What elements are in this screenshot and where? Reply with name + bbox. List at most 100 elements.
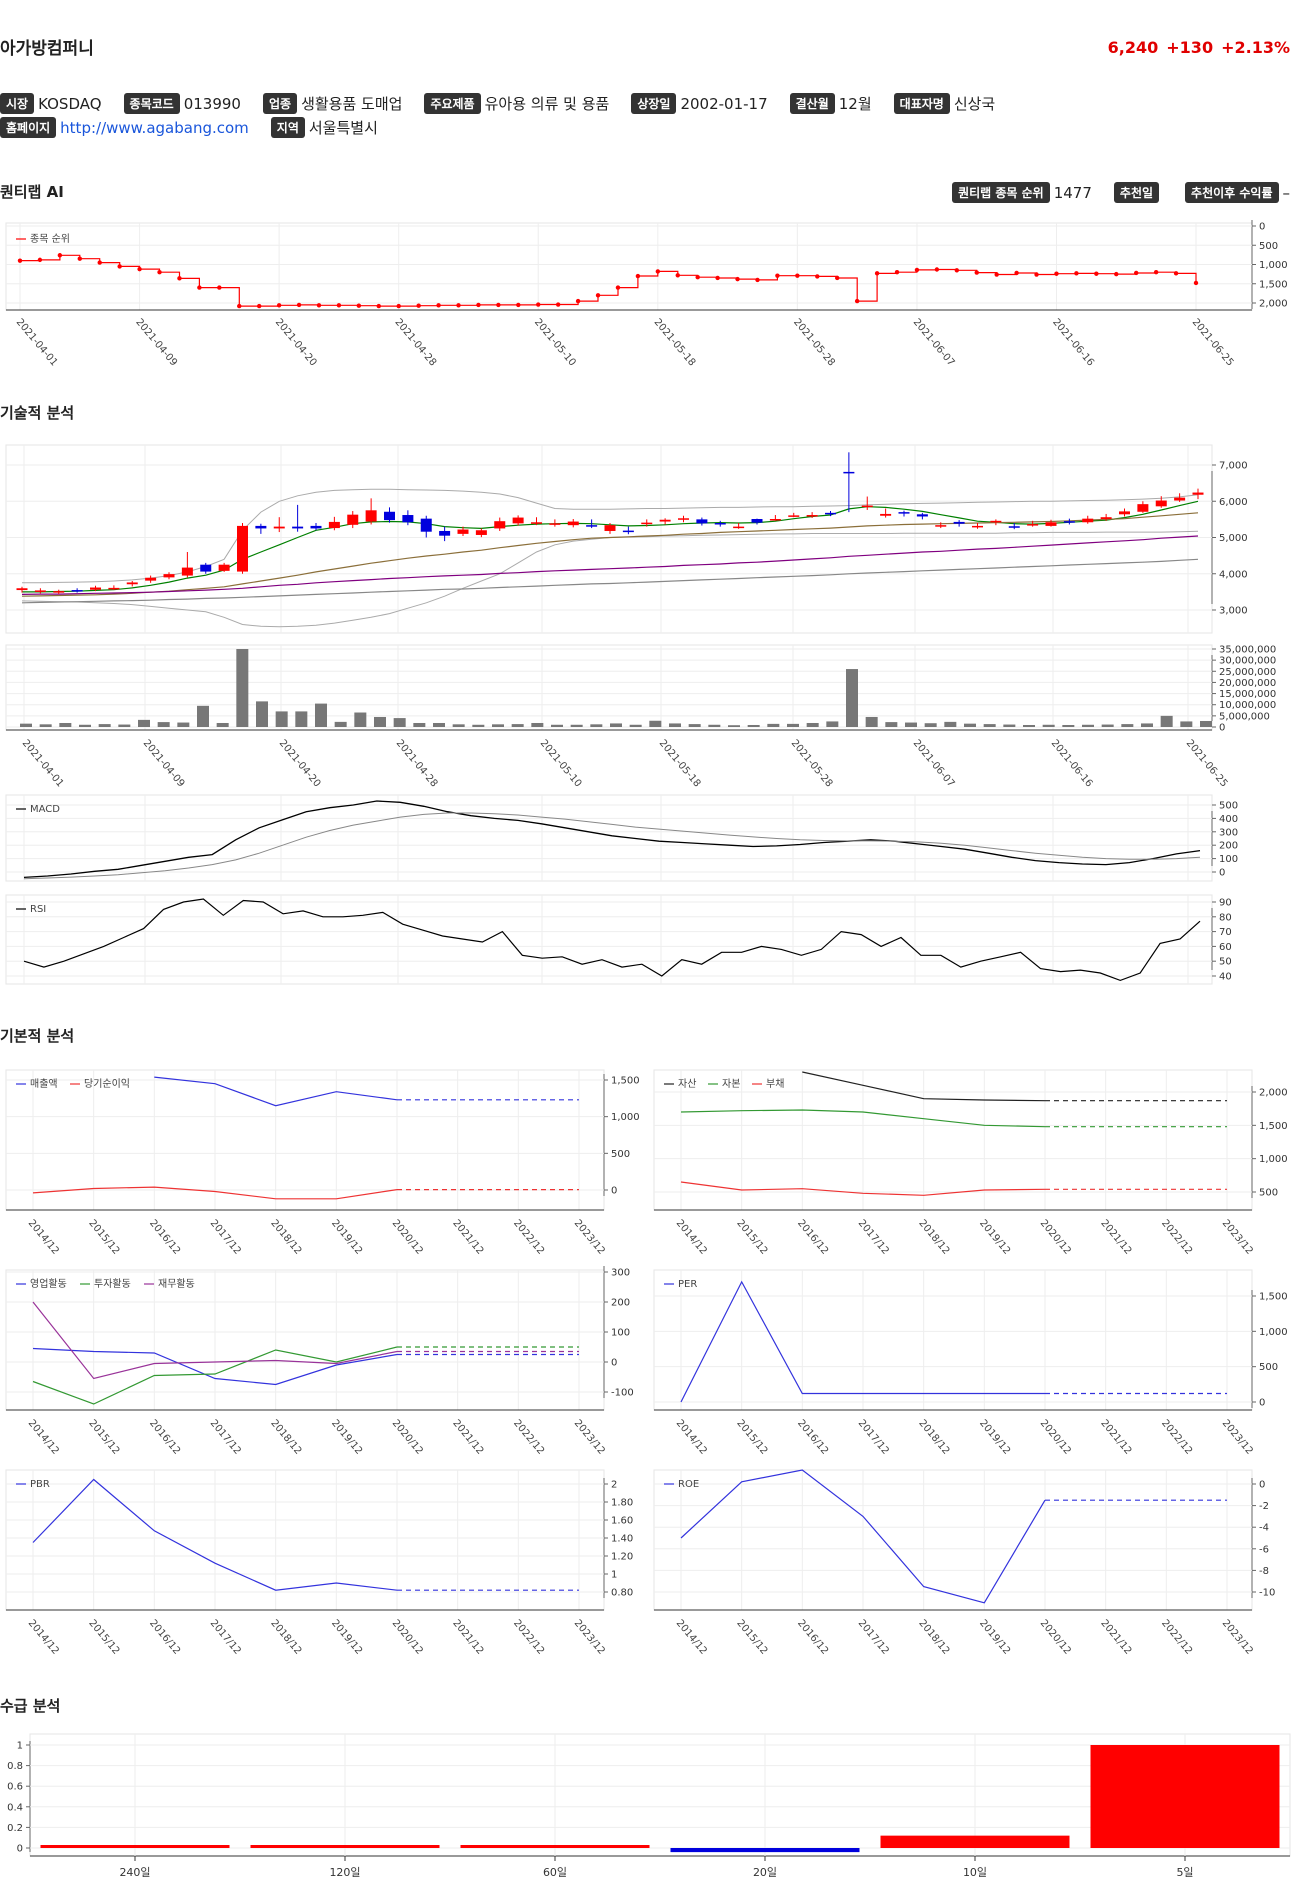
- rank-point: [456, 303, 461, 308]
- rank-point: [1094, 271, 1099, 276]
- moving-average-line: [21, 512, 1199, 597]
- series-line: [802, 1071, 1046, 1102]
- volume-bar: [885, 722, 898, 727]
- y-tick-label: 1,000: [1259, 1327, 1288, 1338]
- info-value-ceo: 신상국: [953, 95, 996, 113]
- x-tick-label: 2021/12: [450, 1618, 485, 1657]
- candle-body: [825, 512, 836, 515]
- x-tick-label: 2018/12: [916, 1418, 951, 1457]
- candle-body: [604, 525, 616, 531]
- volume-bar: [983, 724, 996, 727]
- y-tick-label: 0: [1219, 723, 1225, 734]
- candle-body: [806, 515, 818, 517]
- y-tick-label: 0: [1219, 868, 1225, 879]
- rank-point: [1034, 272, 1039, 277]
- volume-bar: [472, 724, 485, 727]
- y-tick-label: 10,000,000: [1219, 700, 1276, 711]
- y-tick-label: 1.60: [611, 1516, 633, 1527]
- x-tick-label: 2021-06-16: [1050, 317, 1096, 369]
- y-tick-label: 1.80: [611, 1498, 633, 1509]
- rank-point: [934, 267, 940, 272]
- y-tick-label: 1,000: [1259, 260, 1288, 271]
- y-tick-label: 1: [611, 1570, 617, 1581]
- rank-point: [555, 302, 561, 307]
- legend-label: MACD: [30, 804, 60, 815]
- x-tick-label: 2021-05-10: [538, 738, 584, 788]
- candle-body: [769, 519, 781, 521]
- series-line: [32, 1301, 398, 1380]
- rank-point: [1193, 280, 1199, 286]
- y-tick-label: 25,000,000: [1219, 667, 1276, 678]
- volume-bar: [1121, 724, 1134, 727]
- x-tick-label: 2021-04-09: [133, 317, 179, 369]
- series-line: [154, 1076, 398, 1107]
- candle-body: [622, 530, 634, 533]
- x-tick-label: 2020/12: [390, 1618, 425, 1657]
- candle-body: [108, 587, 120, 590]
- rank-point: [595, 293, 601, 298]
- x-tick-label: 2018/12: [916, 1618, 951, 1657]
- plot-frame: [5, 1269, 605, 1411]
- x-tick-label: 2023/12: [1220, 1618, 1255, 1657]
- x-tick-label: 2018/12: [268, 1618, 303, 1657]
- info-value-fiscal-month: 12월: [838, 95, 872, 113]
- x-tick-label: 2017/12: [208, 1618, 243, 1657]
- x-tick-label: 2022/12: [1159, 1618, 1194, 1657]
- homepage-link[interactable]: http://www.agabang.com: [60, 118, 249, 137]
- candle-body: [751, 519, 763, 523]
- supply-bar: [880, 1835, 1070, 1848]
- y-tick-label: 0.6: [7, 1782, 23, 1793]
- rank-point: [197, 285, 202, 290]
- volume-bar: [590, 724, 603, 727]
- y-tick-label: 80: [1219, 912, 1232, 923]
- legend-label: 영업활동: [30, 1277, 67, 1290]
- x-tick-label: 2014/12: [674, 1618, 709, 1657]
- x-tick-label: 2016/12: [147, 1218, 182, 1257]
- series-line: [32, 1478, 398, 1591]
- y-tick-label: 0: [17, 1844, 23, 1855]
- volume-bar: [570, 724, 583, 727]
- y-tick-label: 2,000: [1259, 299, 1288, 310]
- series-line: [32, 1346, 398, 1405]
- candle-body: [292, 526, 304, 529]
- supply-bar: [250, 1845, 440, 1848]
- x-tick-label: 2022/12: [511, 1418, 546, 1457]
- rank-point: [1074, 271, 1079, 276]
- legend-label: 자산: [678, 1078, 696, 1090]
- candle-body: [512, 517, 524, 524]
- y-tick-label: 1,500: [1259, 1121, 1288, 1132]
- ai-label-recommend-date: 추천일: [1113, 182, 1160, 203]
- info-label-products: 주요제품: [424, 93, 481, 114]
- candle-body: [255, 525, 267, 529]
- x-tick-label: 2020/12: [390, 1418, 425, 1457]
- candle-body: [34, 590, 46, 592]
- rank-point: [97, 260, 102, 265]
- candle-body: [273, 526, 285, 529]
- x-tick-label: 2021/12: [1098, 1618, 1133, 1657]
- rank-point: [57, 253, 63, 258]
- rank-point: [854, 298, 860, 304]
- x-tick-label: 2014/12: [26, 1618, 61, 1657]
- rank-point: [1173, 271, 1179, 276]
- rank-chart: 0 500 1,000 1,500 2,000 2021-04-01 2021-04-09 2…: [5, 220, 1288, 369]
- rank-point: [835, 275, 840, 281]
- x-tick-label: 240일: [119, 1865, 150, 1879]
- x-tick-label: 2021/12: [1098, 1418, 1133, 1457]
- info-label-homepage: 홈페이지: [0, 117, 57, 138]
- y-tick-label: 15,000,000: [1219, 689, 1276, 700]
- ai-info: 퀀티랩 종목 순위 1477 추천일 추천이후 수익률 –: [952, 182, 1290, 203]
- y-tick-label: -10: [1259, 1588, 1275, 1599]
- volume-bar: [924, 723, 937, 727]
- volume-bar: [275, 711, 288, 727]
- volume-bar: [669, 723, 681, 727]
- y-tick-label: 40: [1219, 972, 1232, 983]
- candle-body: [1155, 500, 1167, 507]
- x-tick-label: 2015/12: [86, 1618, 121, 1657]
- rank-point: [536, 302, 541, 307]
- info-value-code: 013990: [183, 94, 241, 113]
- volume-bar: [728, 725, 740, 727]
- y-tick-label: 0: [611, 1358, 617, 1369]
- cashflow-chart: -100 0 100 200 300 2014/12 2015/12 2016/12 2017/…: [5, 1266, 634, 1457]
- rsi-line: [23, 898, 1201, 982]
- y-tick-label: 100: [611, 1328, 630, 1339]
